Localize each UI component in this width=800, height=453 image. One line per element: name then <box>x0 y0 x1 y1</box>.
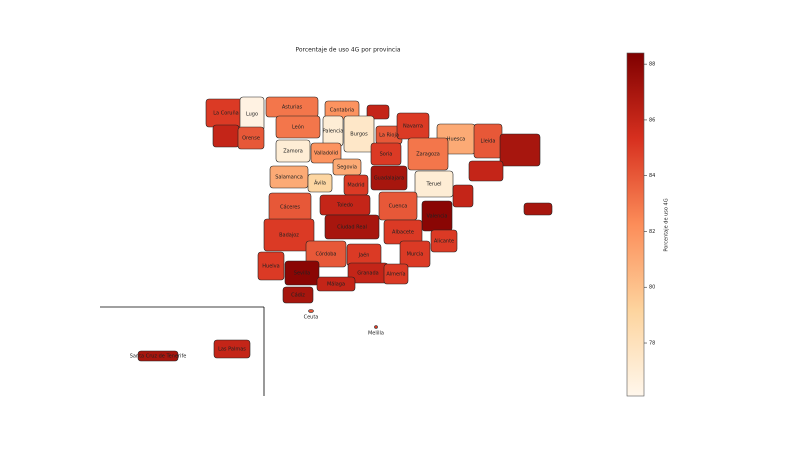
province-label: Santa Cruz de Tenerife <box>130 354 187 360</box>
province <box>399 240 431 268</box>
province <box>316 276 356 292</box>
province <box>383 263 409 285</box>
province <box>407 137 449 171</box>
province-label: Asturias <box>282 105 303 111</box>
colorbar-tick-label: 84 <box>649 173 655 179</box>
map-title: Porcentaje de uso 4G por provincia <box>295 47 400 54</box>
province <box>213 339 251 359</box>
province-label: Málaga <box>327 281 345 288</box>
province-label: Toledo <box>336 203 353 209</box>
province <box>343 115 375 153</box>
province-label: Ceuta <box>304 315 319 321</box>
province-label: Soria <box>380 152 393 158</box>
province-label: Salamanca <box>275 175 303 181</box>
province <box>499 133 541 167</box>
province-label: Teruel <box>426 182 442 188</box>
province <box>263 218 315 252</box>
colorbar-tick-label: 80 <box>649 285 655 291</box>
province-label: Zaragoza <box>416 152 440 158</box>
province <box>282 286 314 304</box>
colorbar-tick-label: 86 <box>649 117 655 123</box>
province-label: Burgos <box>350 132 368 138</box>
province-label: León <box>292 124 304 131</box>
province <box>370 165 408 191</box>
province-label: La Coruña <box>213 111 238 117</box>
province-label: Las Palmas <box>218 347 246 353</box>
province-label: Valencia <box>427 214 448 220</box>
province-label: Cáceres <box>280 204 300 211</box>
province-label: Ciudad Real <box>337 225 367 231</box>
province <box>523 202 553 216</box>
province-label: Sevilla <box>294 271 310 277</box>
province <box>257 251 285 281</box>
province <box>324 214 380 240</box>
province <box>284 260 320 286</box>
province-label: Cantabria <box>330 108 354 114</box>
province-label: Orense <box>242 136 260 142</box>
province-label: Granada <box>357 271 378 277</box>
province <box>137 350 179 362</box>
province-label: Badajoz <box>279 233 299 239</box>
province <box>430 229 458 253</box>
province-label: La Rioja <box>379 133 399 139</box>
province-label: Melilla <box>368 331 384 337</box>
colorbar-label: Porcentaje de uso 4G <box>664 198 670 251</box>
province <box>275 115 321 139</box>
province-label: Albacete <box>392 230 414 236</box>
province-label: Lleida <box>481 139 496 145</box>
province-label: Navarra <box>403 124 423 130</box>
colorbar-tick-label: 88 <box>649 62 655 68</box>
province-label: Segovia <box>337 165 357 171</box>
province-label: Madrid <box>347 183 364 189</box>
province <box>275 139 311 163</box>
province <box>366 104 390 120</box>
province-label: Córdoba <box>316 251 337 258</box>
province-label: Huelva <box>262 264 279 270</box>
province <box>305 240 347 268</box>
province <box>308 309 314 313</box>
province-label: Ávila <box>314 180 326 187</box>
province-label: Guadalajara <box>374 176 404 182</box>
province <box>414 170 454 198</box>
province-label: Zamora <box>283 149 303 155</box>
province <box>212 124 240 148</box>
colorbar-tick-label: 78 <box>649 341 655 347</box>
colorbar <box>626 52 645 397</box>
province-label: Almería <box>386 271 405 278</box>
province <box>452 184 474 208</box>
colorbar-tick-label: 82 <box>649 229 655 235</box>
province-label: Murcia <box>407 252 424 258</box>
province <box>468 160 504 182</box>
province-label: Cuenca <box>389 204 408 210</box>
province-label: Valladolid <box>314 151 338 157</box>
province-label: Huesca <box>447 137 465 143</box>
province-label: Jaén <box>358 252 370 259</box>
province-label: Cádiz <box>291 292 305 299</box>
province-label: Lugo <box>246 112 258 118</box>
province <box>307 173 333 193</box>
province-label: Palencia <box>323 129 344 135</box>
province <box>237 126 265 150</box>
province-label: Alicante <box>434 239 454 245</box>
province <box>374 325 378 329</box>
province <box>370 142 402 166</box>
province <box>310 142 342 164</box>
